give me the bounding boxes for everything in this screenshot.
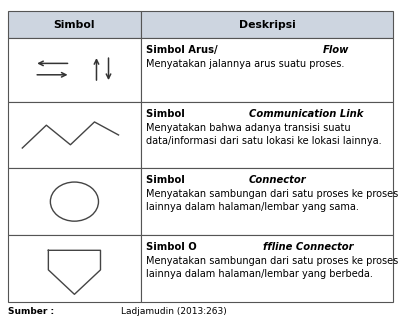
Text: Flow: Flow bbox=[322, 45, 349, 55]
Text: Menyatakan sambungan dari satu proses ke proses
lainnya dalam halaman/lembar yan: Menyatakan sambungan dari satu proses ke… bbox=[146, 189, 398, 212]
Text: Menyatakan bahwa adanya transisi suatu
data/informasi dari satu lokasi ke lokasi: Menyatakan bahwa adanya transisi suatu d… bbox=[146, 123, 381, 146]
Bar bbox=[8, 38, 141, 102]
Bar bbox=[8, 11, 141, 38]
Bar bbox=[141, 11, 393, 38]
Text: Deskripsi: Deskripsi bbox=[239, 20, 295, 30]
Text: Communication Link: Communication Link bbox=[249, 109, 363, 119]
Text: Menyatakan jalannya arus suatu proses.: Menyatakan jalannya arus suatu proses. bbox=[146, 59, 344, 69]
Text: Simbol: Simbol bbox=[146, 109, 188, 119]
Text: Simbol Arus/: Simbol Arus/ bbox=[146, 45, 217, 55]
Bar bbox=[141, 38, 393, 102]
Text: Simbol: Simbol bbox=[54, 20, 95, 30]
Text: Sumber :: Sumber : bbox=[8, 307, 57, 317]
Text: ffline Connector: ffline Connector bbox=[263, 242, 354, 252]
Bar bbox=[141, 102, 393, 168]
Bar bbox=[8, 168, 141, 235]
Text: Simbol: Simbol bbox=[146, 175, 188, 185]
Text: Menyatakan sambungan dari satu proses ke proses
lainnya dalam halaman/lembar yan: Menyatakan sambungan dari satu proses ke… bbox=[146, 256, 398, 279]
Text: Connector: Connector bbox=[249, 175, 306, 185]
Bar bbox=[141, 168, 393, 235]
Bar bbox=[141, 235, 393, 302]
Text: Ladjamudin (2013:263): Ladjamudin (2013:263) bbox=[121, 307, 227, 317]
Bar bbox=[8, 102, 141, 168]
Bar bbox=[8, 235, 141, 302]
Text: Simbol O: Simbol O bbox=[146, 242, 196, 252]
